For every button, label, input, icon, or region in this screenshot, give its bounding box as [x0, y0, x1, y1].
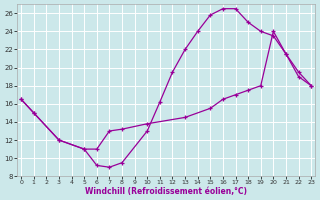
- X-axis label: Windchill (Refroidissement éolien,°C): Windchill (Refroidissement éolien,°C): [85, 187, 247, 196]
